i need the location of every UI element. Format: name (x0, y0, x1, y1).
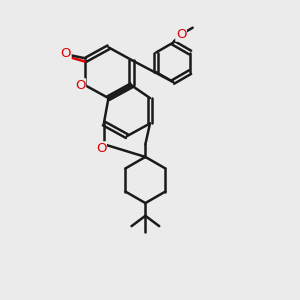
Text: O: O (176, 28, 186, 41)
Text: O: O (61, 46, 71, 60)
Text: O: O (75, 79, 86, 92)
Text: O: O (96, 142, 106, 155)
